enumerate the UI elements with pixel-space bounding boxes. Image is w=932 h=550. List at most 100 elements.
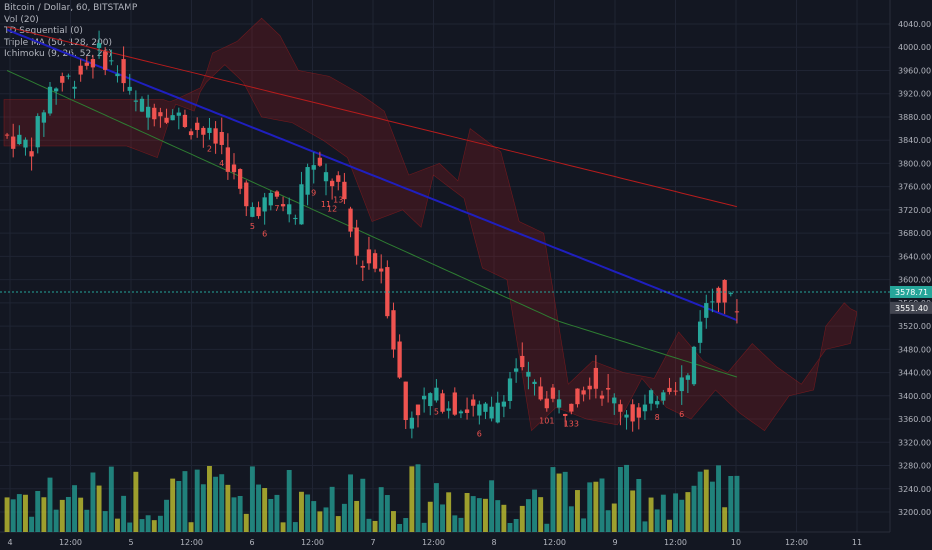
candle-body: [477, 404, 482, 416]
candle-body: [176, 112, 181, 116]
volume-bar: [513, 518, 519, 532]
volume-bar: [317, 511, 323, 532]
x-tick-label: 9: [612, 538, 617, 547]
td-sequential-label: 7: [274, 204, 279, 213]
candle-body: [397, 341, 402, 378]
y-tick-label: 3880.00: [898, 113, 931, 122]
candle-body: [41, 112, 47, 123]
candle-body: [4, 134, 10, 136]
volume-bar: [262, 488, 268, 532]
volume-bar: [176, 480, 182, 532]
y-tick-label: 3320.00: [898, 438, 931, 447]
x-tick-label: 5: [128, 538, 133, 547]
volume-bar: [550, 467, 556, 532]
volume-bar: [391, 511, 396, 532]
volume-bar: [200, 484, 206, 532]
legend-td-sequential: TD Sequential (0): [4, 26, 83, 36]
y-tick-label: 4040.00: [898, 20, 931, 29]
volume-bar: [654, 509, 660, 532]
volume-bar: [667, 519, 672, 532]
candle-body: [575, 388, 580, 405]
x-tick-label: 12:00: [664, 538, 687, 547]
candle-body: [195, 122, 200, 130]
candle-body: [268, 192, 273, 206]
y-tick-label: 3400.00: [898, 392, 931, 401]
volume-bar: [170, 478, 176, 532]
volume-bar: [538, 497, 544, 532]
y-tick-label: 3640.00: [898, 252, 931, 261]
volume-bar: [433, 483, 439, 532]
x-tick-label: 12:00: [543, 538, 566, 547]
candle-body: [164, 117, 169, 123]
volume-bar: [84, 509, 90, 532]
volume-bar: [679, 499, 685, 532]
volume-bar: [145, 515, 151, 532]
candle-body: [556, 399, 562, 408]
candle-body: [78, 65, 83, 75]
legend-volume: Vol (20): [4, 14, 39, 25]
volume-bar: [354, 500, 360, 532]
candle-body: [317, 157, 323, 166]
volume-bar: [16, 494, 22, 532]
volume-bar: [329, 486, 335, 532]
candle-body: [72, 86, 77, 89]
ma50-line: [6, 70, 738, 378]
candle-body: [29, 151, 34, 157]
td-sequential-label: 4: [219, 159, 224, 168]
volume-bar: [249, 466, 255, 532]
candle-body: [655, 401, 660, 405]
ichimoku-cloud: [3, 17, 857, 432]
volume-bar: [440, 504, 445, 532]
candle-body: [544, 398, 549, 409]
volume-bar: [59, 499, 65, 532]
volume-bar: [464, 493, 470, 532]
volume-bar: [72, 485, 77, 532]
candle-body: [520, 355, 525, 368]
last-price-tag: [890, 285, 932, 298]
volume-bar: [65, 496, 71, 532]
candle-body: [440, 393, 445, 412]
y-tick-label: 3240.00: [898, 485, 931, 494]
y-tick-label: 3680.00: [898, 229, 931, 238]
volume-bar: [483, 498, 488, 532]
volume-bar: [311, 501, 317, 532]
candle-body: [489, 406, 494, 419]
candle-body: [507, 378, 513, 401]
candle-body: [403, 381, 408, 421]
candle-body: [133, 100, 139, 102]
volume-bar: [10, 499, 16, 532]
candle-body: [734, 311, 740, 313]
volume-bar: [133, 471, 139, 532]
candle-body: [679, 377, 684, 392]
candle-body: [274, 191, 280, 197]
legend-triple-ma: Triple MA (50, 128, 200): [4, 37, 113, 48]
candle-body: [550, 387, 556, 399]
volume-bar: [243, 513, 249, 532]
volume-bar: [446, 492, 452, 532]
candle-body: [360, 265, 365, 268]
volume-bar: [397, 523, 403, 532]
candle-body: [618, 404, 623, 412]
volume-bar: [372, 520, 378, 532]
volume-bar: [421, 522, 427, 532]
volume-bar: [4, 497, 10, 532]
volume-bar: [630, 490, 636, 532]
x-tick-label: 11: [852, 538, 862, 547]
volume-bar: [501, 504, 507, 532]
candle-body: [244, 182, 249, 207]
candle-body: [219, 132, 224, 145]
candle-body: [704, 303, 709, 318]
candle-body: [256, 207, 261, 217]
candle-body: [17, 134, 22, 145]
volume-bar: [366, 518, 372, 532]
volume-bar: [286, 469, 292, 532]
volume-bar: [611, 503, 617, 532]
volume-bar: [78, 497, 84, 532]
td-sequential-label: 133: [564, 419, 579, 428]
volume-bar: [544, 523, 550, 532]
candle-body: [471, 399, 476, 406]
x-tick-label: 6: [249, 538, 254, 547]
volume-bar: [231, 497, 237, 532]
volume-bar: [207, 465, 212, 532]
